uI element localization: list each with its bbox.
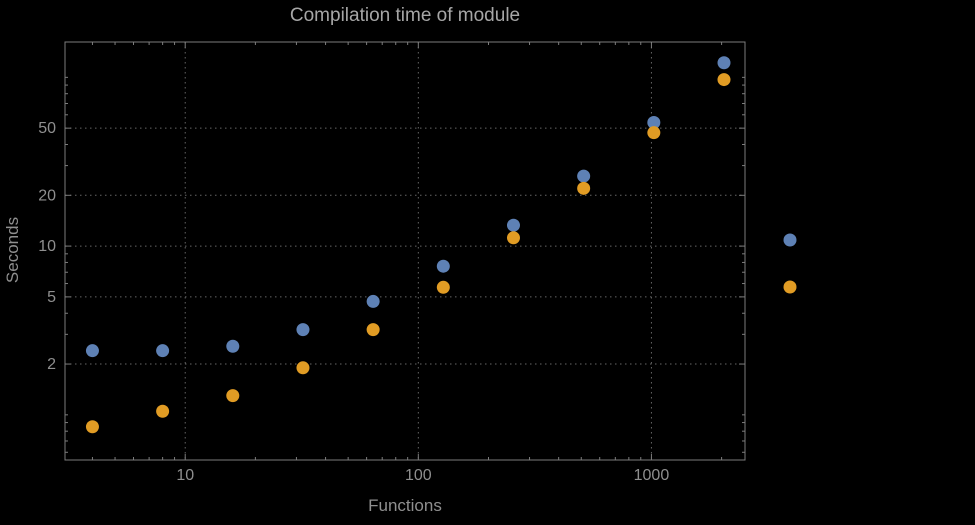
data-point-series-1 [717,56,731,70]
x-axis-label: Functions [368,496,442,515]
data-point-series-2 [296,361,310,375]
data-point-series-1 [647,116,661,130]
chart-title: Compilation time of module [289,5,521,26]
data-point-series-1 [577,169,591,183]
data-point-series-1 [156,344,170,358]
x-tick-label: 10 [176,467,194,484]
legend-marker-series-2 [783,280,797,294]
data-point-series-1 [226,339,240,353]
data-point-series-1 [506,218,520,232]
plot-frame [64,41,746,461]
data-point-series-2 [577,181,591,195]
data-point-series-1 [296,323,310,337]
data-point-series-2 [647,126,661,140]
x-tick-label: 100 [405,467,432,484]
data-point-series-2 [156,404,170,418]
y-axis-label: Seconds [3,216,22,284]
data-point-series-2 [436,280,450,294]
y-tick-label: 2 [47,356,56,373]
data-point-series-2 [226,389,240,403]
y-tick-label: 5 [47,289,56,306]
y-tick-label: 50 [38,120,56,137]
legend-marker-series-1 [783,233,797,247]
data-point-series-2 [366,323,380,337]
data-point-series-2 [717,73,731,87]
data-point-series-1 [366,294,380,308]
data-point-series-2 [506,231,520,245]
y-tick-label: 20 [38,187,56,204]
data-point-series-2 [85,420,99,434]
data-point-series-1 [85,344,99,358]
x-tick-label: 1000 [634,467,670,484]
y-tick-label: 10 [38,238,56,255]
data-point-series-1 [436,259,450,273]
